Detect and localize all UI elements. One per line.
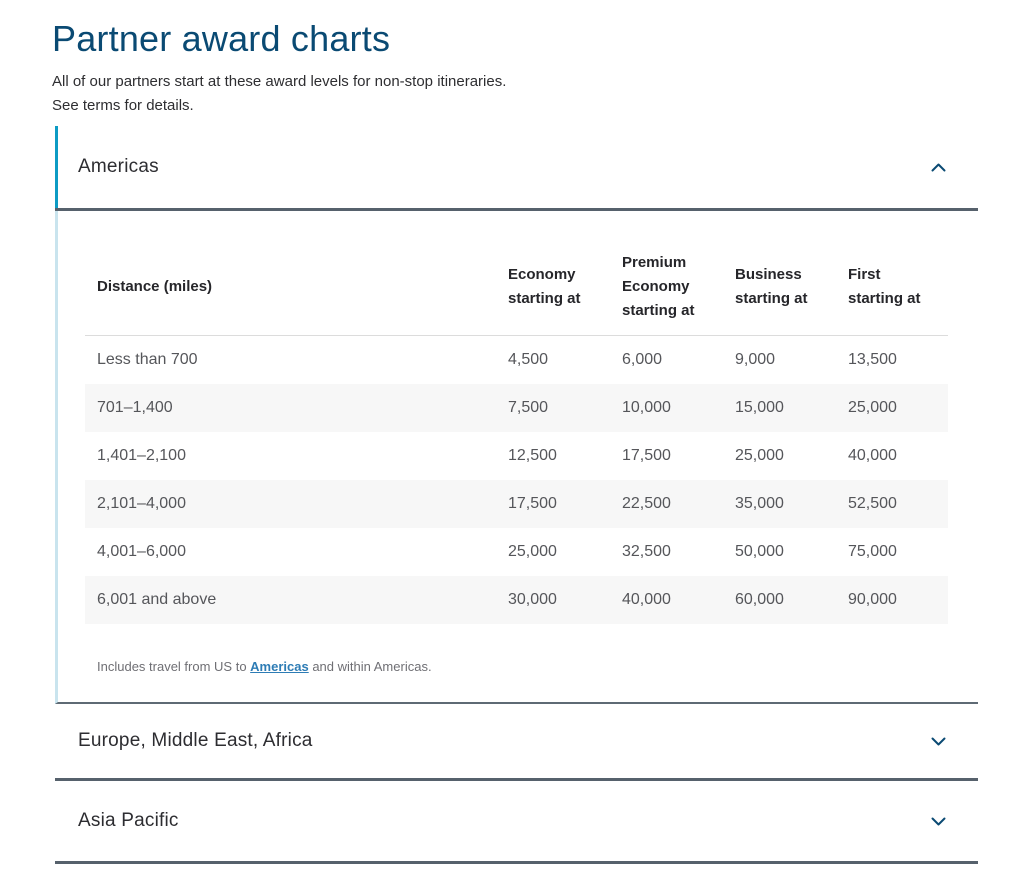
cell-economy: 12,500 (508, 432, 622, 480)
footnote-text-after: and within Americas. (309, 659, 432, 674)
cell-business: 50,000 (735, 528, 848, 576)
accordion-header-europe-middle-east-africa[interactable]: Europe, Middle East, Africa (55, 704, 978, 778)
col-header-business: Business starting at (735, 239, 848, 336)
accordion-header-americas[interactable]: Americas (55, 126, 978, 208)
cell-distance: Less than 700 (85, 336, 508, 385)
table-row: 6,001 and above 30,000 40,000 60,000 90,… (85, 576, 948, 624)
cell-economy: 30,000 (508, 576, 622, 624)
table-row: 701–1,400 7,500 10,000 15,000 25,000 (85, 384, 948, 432)
cell-premium-economy: 6,000 (622, 336, 735, 385)
cell-first: 75,000 (848, 528, 948, 576)
americas-award-panel: Distance (miles) Economy starting at Pre… (55, 211, 978, 704)
cell-economy: 7,500 (508, 384, 622, 432)
accordion-label-asia-pacific: Asia Pacific (78, 810, 179, 832)
table-header-row: Distance (miles) Economy starting at Pre… (85, 239, 948, 336)
page-subtitle-line-1: All of our partners start at these award… (52, 70, 978, 94)
cell-first: 13,500 (848, 336, 948, 385)
table-row: 4,001–6,000 25,000 32,500 50,000 75,000 (85, 528, 948, 576)
cell-first: 40,000 (848, 432, 948, 480)
cell-premium-economy: 17,500 (622, 432, 735, 480)
table-row: 1,401–2,100 12,500 17,500 25,000 40,000 (85, 432, 948, 480)
cell-premium-economy: 22,500 (622, 480, 735, 528)
page-subtitle-line-2: See terms for details. (52, 94, 978, 118)
table-row: Less than 700 4,500 6,000 9,000 13,500 (85, 336, 948, 385)
col-header-economy: Economy starting at (508, 239, 622, 336)
accordion-section-asia-pacific: Asia Pacific (55, 781, 978, 864)
chevron-down-icon (931, 817, 946, 826)
cell-first: 25,000 (848, 384, 948, 432)
cell-economy: 17,500 (508, 480, 622, 528)
cell-economy: 25,000 (508, 528, 622, 576)
accordion-label-europe-middle-east-africa: Europe, Middle East, Africa (78, 730, 313, 752)
accordion-section-europe-middle-east-africa: Europe, Middle East, Africa (55, 704, 978, 781)
cell-distance: 4,001–6,000 (85, 528, 508, 576)
cell-business: 15,000 (735, 384, 848, 432)
cell-business: 60,000 (735, 576, 848, 624)
col-header-distance: Distance (miles) (85, 239, 508, 336)
award-charts-accordion: Americas Distance (miles) Eco (55, 126, 978, 864)
col-header-premium-economy: Premium Economy starting at (622, 239, 735, 336)
cell-distance: 2,101–4,000 (85, 480, 508, 528)
cell-premium-economy: 32,500 (622, 528, 735, 576)
accordion-label-americas: Americas (78, 156, 159, 178)
cell-business: 9,000 (735, 336, 848, 385)
table-row: 2,101–4,000 17,500 22,500 35,000 52,500 (85, 480, 948, 528)
partner-award-charts-page: Partner award charts All of our partners… (0, 0, 1035, 864)
accordion-header-asia-pacific[interactable]: Asia Pacific (55, 781, 978, 861)
cell-economy: 4,500 (508, 336, 622, 385)
col-header-first: First starting at (848, 239, 948, 336)
page-title: Partner award charts (52, 18, 978, 60)
cell-premium-economy: 40,000 (622, 576, 735, 624)
chevron-down-icon (931, 737, 946, 746)
cell-distance: 1,401–2,100 (85, 432, 508, 480)
section-divider (55, 861, 978, 864)
cell-business: 35,000 (735, 480, 848, 528)
americas-link[interactable]: Americas (250, 659, 309, 674)
cell-first: 52,500 (848, 480, 948, 528)
table-footnote: Includes travel from US to Americas and … (97, 658, 948, 676)
cell-business: 25,000 (735, 432, 848, 480)
chevron-up-icon (931, 163, 946, 172)
accordion-section-americas: Americas Distance (miles) Eco (55, 126, 978, 704)
cell-premium-economy: 10,000 (622, 384, 735, 432)
footnote-text-before: Includes travel from US to (97, 659, 250, 674)
americas-award-table: Distance (miles) Economy starting at Pre… (85, 239, 948, 624)
cell-distance: 701–1,400 (85, 384, 508, 432)
cell-distance: 6,001 and above (85, 576, 508, 624)
cell-first: 90,000 (848, 576, 948, 624)
